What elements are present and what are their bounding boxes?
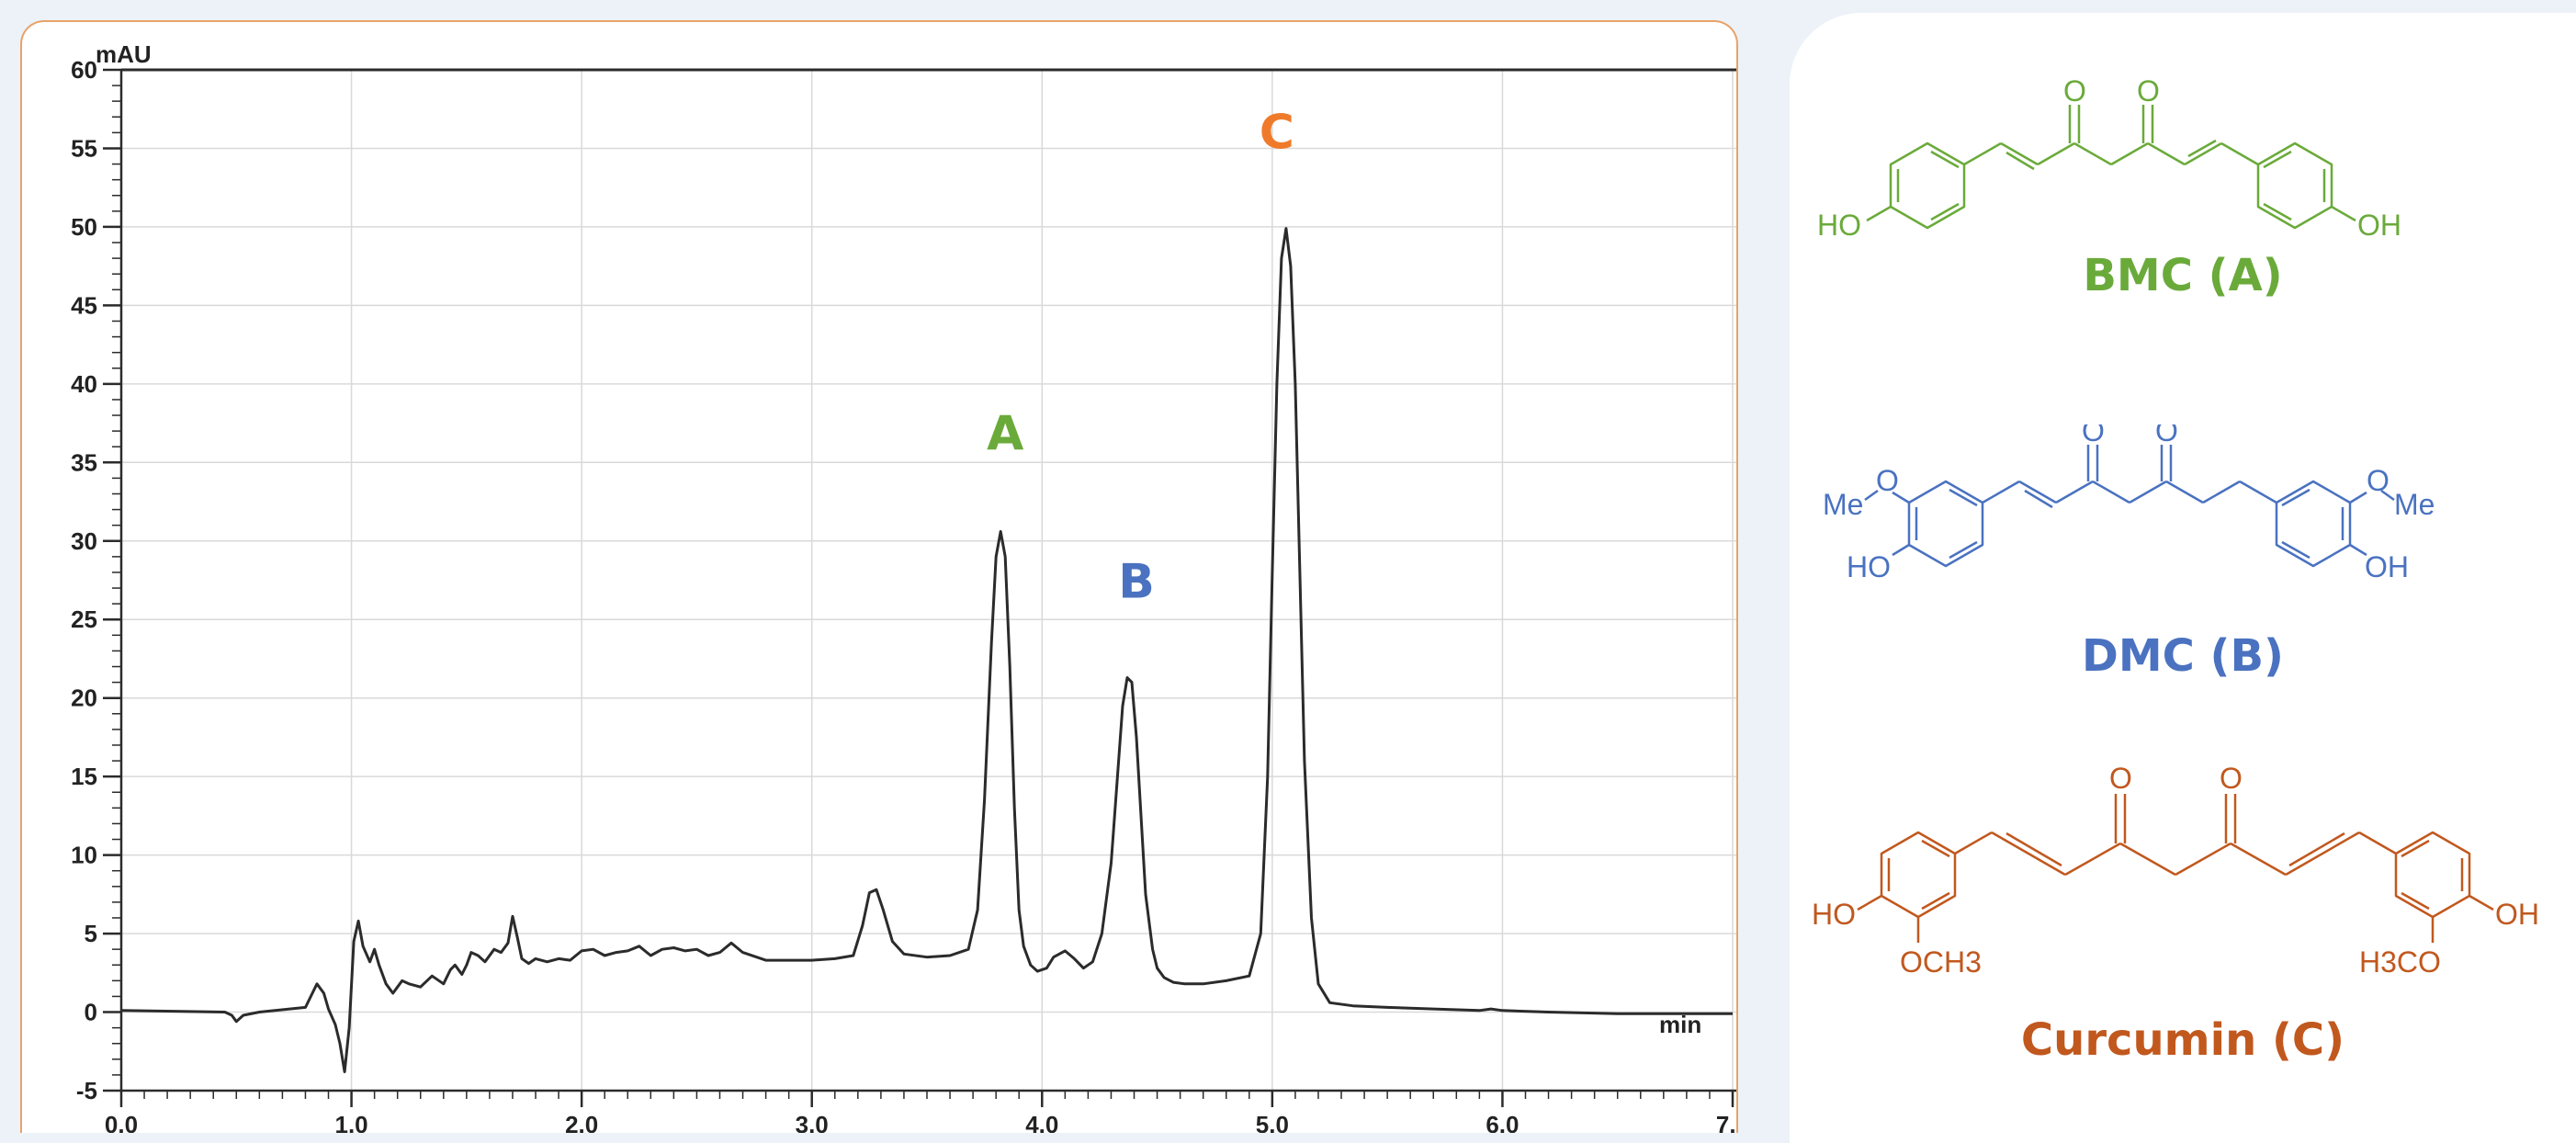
dmc-me2: Me <box>2394 488 2435 521</box>
x-tick-label: 0.0 <box>105 1111 138 1133</box>
curcumin-o1: O <box>2109 762 2132 795</box>
bmc-o1: O <box>2063 74 2086 108</box>
structures-panel: O O HO OH BMC (A) <box>1790 13 2576 1143</box>
peak-label: B <box>1118 554 1155 609</box>
dmc-o-left: O <box>1876 464 1899 497</box>
curcumin-oh: OH <box>2495 898 2539 931</box>
curcumin-o2: O <box>2220 762 2243 795</box>
chromatogram-trace <box>120 227 1733 1073</box>
y-axis-unit: mAU <box>96 40 152 68</box>
y-tick-label: 30 <box>71 527 97 555</box>
y-tick-label: -5 <box>76 1077 97 1104</box>
y-tick-label: 45 <box>71 291 97 319</box>
bmc-structure: O O HO OH <box>1817 74 2401 242</box>
y-tick-label: 20 <box>71 685 97 712</box>
y-tick-label: 40 <box>71 370 97 398</box>
bmc-oh: OH <box>2357 209 2401 242</box>
x-axis-unit: min <box>1659 1011 1701 1038</box>
dmc-ho: HO <box>1847 550 1891 583</box>
curcumin-ho: HO <box>1812 898 1856 931</box>
y-tick-label: 55 <box>71 134 97 162</box>
y-tick-label: 15 <box>71 763 97 790</box>
dmc-o2: O <box>2155 424 2178 447</box>
x-tick-label: 5.0 <box>1256 1111 1289 1133</box>
dmc-me1: Me <box>1823 488 1863 521</box>
peak-label: C <box>1260 105 1294 160</box>
curcumin-caption: Curcumin (C) <box>2020 1014 2345 1066</box>
dmc-o-right: O <box>2367 464 2390 497</box>
x-tick-label: 3.0 <box>796 1111 829 1133</box>
x-tick-label: 6.0 <box>1486 1111 1519 1133</box>
curcumin-h3co: H3CO <box>2359 945 2441 979</box>
ticks <box>103 68 1734 1107</box>
chromatogram-chart: 0.01.02.03.04.05.06.07.06055504540353025… <box>71 40 1736 1133</box>
peak-label: A <box>987 407 1023 462</box>
dmc-structure: O O Me O O Me HO OH <box>1823 424 2435 583</box>
curcumin-structure: O O HO OH OCH3 H3CO <box>1812 762 2539 979</box>
y-tick-label: 25 <box>71 605 97 633</box>
dmc-oh: OH <box>2365 550 2409 583</box>
y-tick-label: 60 <box>71 56 97 84</box>
tick-labels: 0.01.02.03.04.05.06.07.06055504540353025… <box>71 56 1736 1133</box>
x-tick-label: 4.0 <box>1025 1111 1058 1133</box>
y-tick-label: 5 <box>85 920 97 947</box>
bmc-caption: BMC (A) <box>2083 250 2283 301</box>
curcumin-och3: OCH3 <box>1900 945 1982 979</box>
dmc-o1: O <box>2082 424 2105 447</box>
chromatogram-panel: 0.01.02.03.04.05.06.07.06055504540353025… <box>20 20 1738 1133</box>
bmc-ho: HO <box>1817 209 1861 242</box>
y-tick-label: 50 <box>71 213 97 241</box>
x-tick-label: 2.0 <box>565 1111 598 1133</box>
dmc-caption: DMC (B) <box>2081 630 2284 682</box>
peak-labels: A B C <box>987 105 1294 609</box>
grid <box>121 70 1736 1091</box>
y-tick-label: 35 <box>71 448 97 476</box>
y-tick-label: 0 <box>85 999 97 1026</box>
x-tick-label: 7.0 <box>1716 1111 1736 1133</box>
bmc-o2: O <box>2137 74 2160 108</box>
x-tick-label: 1.0 <box>334 1111 367 1133</box>
y-tick-label: 10 <box>71 842 97 869</box>
